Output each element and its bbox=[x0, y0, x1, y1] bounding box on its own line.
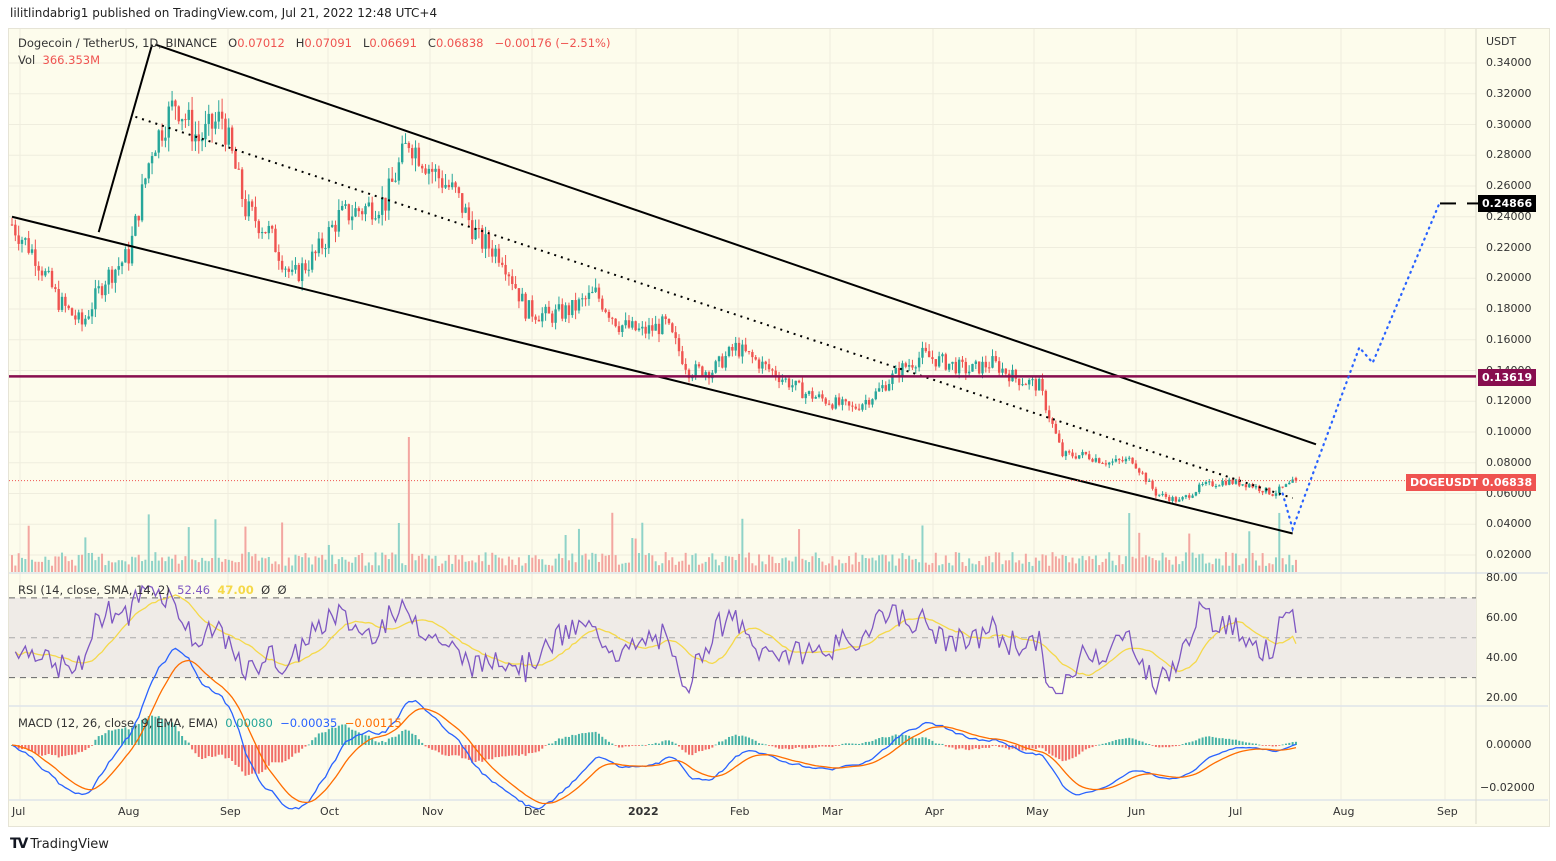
axis-tick-label: 0.02000 bbox=[1486, 548, 1532, 561]
tradingview-logo-icon: TV bbox=[10, 836, 28, 852]
main-legend: Dogecoin / TetherUS, 1D, BINANCE O0.0701… bbox=[18, 36, 611, 50]
macd-pane bbox=[11, 647, 1297, 810]
axis-tick-label: Dec bbox=[524, 805, 546, 818]
last-price-tag: 0.06838 bbox=[1478, 474, 1537, 491]
macd-value: −0.00035 bbox=[280, 716, 338, 730]
symbol-tag: DOGEUSDT bbox=[1406, 474, 1483, 491]
axis-tick-label: May bbox=[1026, 805, 1049, 818]
grid bbox=[9, 29, 1548, 824]
axis-tick-label: 0.18000 bbox=[1486, 302, 1532, 315]
rsi-sma-value: 47.00 bbox=[217, 583, 254, 597]
volume-value: 366.353M bbox=[42, 53, 101, 67]
axis-tick-label: Aug bbox=[118, 805, 140, 818]
rsi-value: 52.46 bbox=[177, 583, 211, 597]
axis-tick-label: Sep bbox=[220, 805, 241, 818]
brand-name: TradingView bbox=[30, 836, 109, 852]
axis-tick-label: Jul bbox=[1229, 805, 1243, 818]
impulse-line[interactable] bbox=[97, 44, 154, 233]
projection-path[interactable] bbox=[1281, 202, 1441, 533]
target-price-tag: 0.24866 bbox=[1478, 195, 1537, 212]
macd-hist-value: 0.00080 bbox=[225, 716, 273, 730]
macd-legend: MACD (12, 26, close, 9, EMA, EMA) 0.0008… bbox=[18, 716, 402, 730]
axis-tick-label: Nov bbox=[422, 805, 444, 818]
footer: TV TradingView bbox=[10, 836, 109, 852]
axis-tick-label: 0.00000 bbox=[1486, 738, 1532, 751]
low-value: 0.06691 bbox=[369, 36, 417, 50]
support-price-tag: 0.13619 bbox=[1478, 369, 1537, 386]
axis-tick-label: 0.34000 bbox=[1486, 56, 1532, 69]
chart-frame bbox=[8, 28, 1550, 827]
axis-tick-label: 0.12000 bbox=[1486, 394, 1532, 408]
rsi-legend: RSI (14, close, SMA, 14, 2) 52.46 47.00 … bbox=[18, 583, 287, 597]
axis-tick-label: 0.08000 bbox=[1486, 455, 1532, 469]
volume-bars bbox=[11, 437, 1297, 572]
macd-title: MACD (12, 26, close, 9, EMA, EMA) bbox=[18, 716, 218, 730]
axis-tick-label: Apr bbox=[925, 805, 945, 818]
macd-signal-value: −0.00115 bbox=[344, 716, 402, 730]
symbol-title: Dogecoin / TetherUS, 1D, BINANCE bbox=[18, 36, 218, 50]
rsi-title: RSI (14, close, SMA, 14, 2) bbox=[18, 583, 170, 597]
volume-legend: Vol 366.353M bbox=[18, 53, 101, 67]
axis-tick-label: 0.16000 bbox=[1486, 332, 1532, 346]
upper-channel-line[interactable] bbox=[155, 43, 1317, 446]
axis-tick-label: 0.28000 bbox=[1486, 148, 1532, 162]
axis-tick-label: 0.24000 bbox=[1486, 209, 1532, 223]
axis-tick-label: 0.30000 bbox=[1486, 117, 1532, 131]
axis-tick-label: Mar bbox=[822, 805, 843, 818]
axis-tick-label: 80.00 bbox=[1486, 571, 1518, 584]
axis-tick-label: 0.26000 bbox=[1486, 179, 1532, 192]
axis-tick-label: Aug bbox=[1333, 805, 1355, 818]
axis-tick-label: Sep bbox=[1437, 805, 1458, 818]
axis-tick-label: 0.10000 bbox=[1486, 425, 1532, 438]
axis-tick-label: Oct bbox=[320, 805, 340, 818]
axis-tick-label: 40.00 bbox=[1486, 650, 1518, 664]
open-value: 0.07012 bbox=[237, 36, 285, 50]
close-value: 0.06838 bbox=[435, 36, 484, 50]
axis-tick-label: 2022 bbox=[628, 805, 659, 818]
axis-tick-label: 60.00 bbox=[1486, 610, 1518, 624]
change-value: −0.00176 (−2.51%) bbox=[494, 36, 611, 50]
high-value: 0.07091 bbox=[304, 36, 352, 50]
axis-tick-label: Feb bbox=[730, 805, 750, 818]
axis-tick-label: 0.22000 bbox=[1486, 240, 1532, 254]
axis-tick-label: −0.02000 bbox=[1480, 781, 1535, 794]
rsi-pane bbox=[9, 584, 1476, 696]
axis-tick-label: 0.20000 bbox=[1486, 271, 1532, 285]
candlesticks bbox=[10, 90, 1298, 504]
axis-tick-label: Jul bbox=[12, 805, 26, 818]
axis-tick-label: 0.32000 bbox=[1486, 86, 1532, 100]
currency-label: USDT bbox=[1486, 35, 1517, 48]
mid-dotted-line[interactable] bbox=[135, 115, 1293, 500]
publish-info: lilitlindabrig1 published on TradingView… bbox=[10, 6, 438, 20]
axis-tick-label: 20.00 bbox=[1486, 690, 1518, 704]
axis-tick-label: Jun bbox=[1128, 805, 1146, 818]
axis-tick-label: 0.04000 bbox=[1486, 517, 1532, 531]
